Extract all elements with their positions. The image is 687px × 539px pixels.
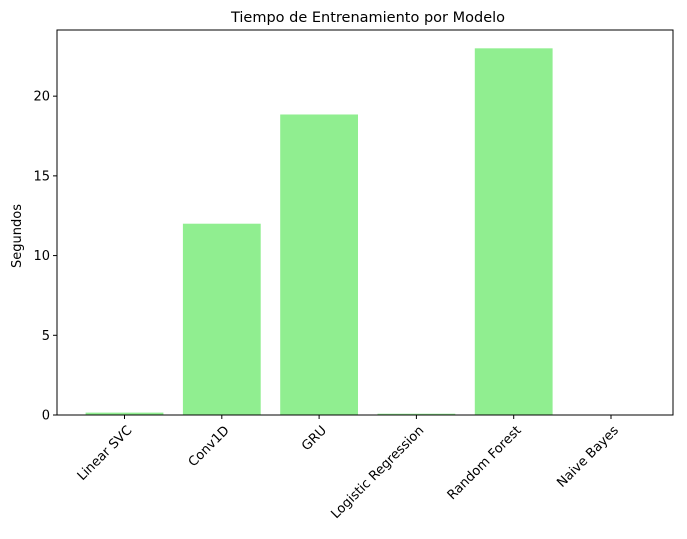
bar-logistic-regression [377, 413, 456, 415]
y-tick-label: 20 [33, 90, 50, 105]
y-tick-label: 0 [42, 409, 50, 424]
y-tick-label: 5 [42, 329, 50, 344]
y-ticks-group: 0 5 10 15 20 [33, 90, 57, 424]
bar-linear-svc [85, 412, 164, 415]
y-axis-label: Segundos [10, 204, 25, 268]
plot-frame [56, 29, 674, 416]
chart-title: Tiempo de Entrenamiento por Modelo [230, 10, 505, 26]
bar-conv1d [182, 223, 261, 415]
y-tick-label: 10 [33, 249, 50, 264]
bars-group [85, 48, 650, 416]
y-tick-label: 15 [33, 169, 50, 184]
bar-random-forest [474, 48, 553, 415]
bar-gru [280, 114, 358, 416]
